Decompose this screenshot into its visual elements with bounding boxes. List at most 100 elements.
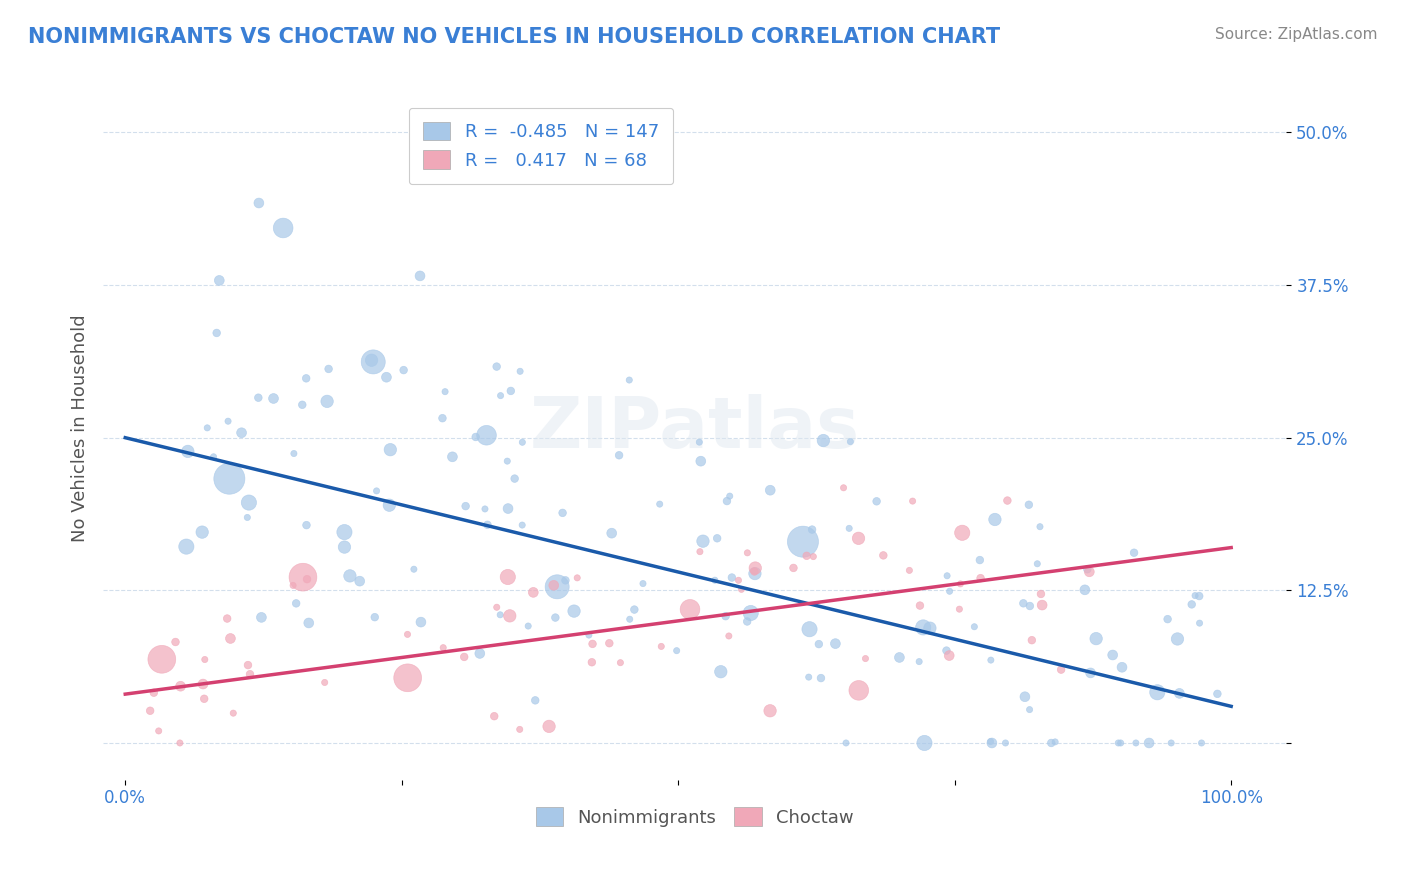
Point [349,574,371,589]
Point [1188,616,1211,631]
Point [650,640,672,654]
Point [1125,736,1147,750]
Point [543,578,565,592]
Point [202,450,225,464]
Point [517,619,540,633]
Point [205,326,228,340]
Point [980,736,1002,750]
Point [969,553,991,567]
Point [485,359,508,374]
Point [744,565,766,579]
Point [824,637,846,651]
Point [142,686,165,700]
Point [454,499,477,513]
Point [499,384,522,398]
Point [360,353,382,368]
Point [581,655,603,669]
Point [797,670,820,684]
Point [239,667,262,681]
Point [1156,612,1178,626]
Point [191,525,214,540]
Point [1184,589,1206,603]
Point [554,574,576,588]
Point [283,446,305,460]
Point [291,398,314,412]
Point [935,643,957,657]
Point [665,643,688,657]
Point [1014,690,1036,704]
Point [194,652,217,666]
Point [692,534,714,549]
Point [522,585,544,599]
Point [409,268,432,283]
Point [366,483,388,498]
Point [538,719,561,733]
Point [477,517,499,532]
Point [689,454,711,468]
Point [796,549,818,563]
Point [375,370,398,384]
Point [1018,703,1040,717]
Point [1021,633,1043,648]
Point [1191,736,1213,750]
Point [744,561,766,575]
Point [396,627,419,641]
Point [980,653,1002,667]
Point [378,498,401,512]
Point [169,679,191,693]
Point [801,549,824,564]
Text: NONIMMIGRANTS VS CHOCTAW NO VEHICLES IN HOUSEHOLD CORRELATION CHART: NONIMMIGRANTS VS CHOCTAW NO VEHICLES IN … [28,27,1000,46]
Point [468,647,491,661]
Point [718,489,741,503]
Point [619,612,641,626]
Point [848,532,870,546]
Point [453,649,475,664]
Point [835,736,858,750]
Point [231,425,253,440]
Point [963,620,986,634]
Point [247,391,270,405]
Point [759,483,782,498]
Point [865,494,887,508]
Point [392,363,415,377]
Point [600,526,623,541]
Point [631,576,654,591]
Point [889,650,911,665]
Point [710,665,733,679]
Point [177,444,200,458]
Point [316,394,339,409]
Point [807,637,830,651]
Point [619,373,641,387]
Point [191,677,214,691]
Point [730,582,752,597]
Point [721,570,744,584]
Point [193,691,215,706]
Point [839,434,862,449]
Point [499,608,522,623]
Point [236,658,259,673]
Point [281,578,304,592]
Point [872,549,894,563]
Point [298,615,321,630]
Point [938,648,960,663]
Point [912,620,935,634]
Point [1188,589,1211,603]
Point [222,706,245,720]
Point [432,640,454,655]
Point [801,523,824,537]
Point [688,435,710,450]
Point [1012,596,1035,610]
Point [717,629,740,643]
Point [901,494,924,508]
Point [217,611,239,625]
Point [949,577,972,591]
Point [361,355,384,369]
Point [1085,632,1108,646]
Point [434,384,457,399]
Point [1018,599,1040,613]
Point [148,723,170,738]
Point [1026,557,1049,571]
Point [969,571,991,585]
Point [855,651,877,665]
Point [1206,687,1229,701]
